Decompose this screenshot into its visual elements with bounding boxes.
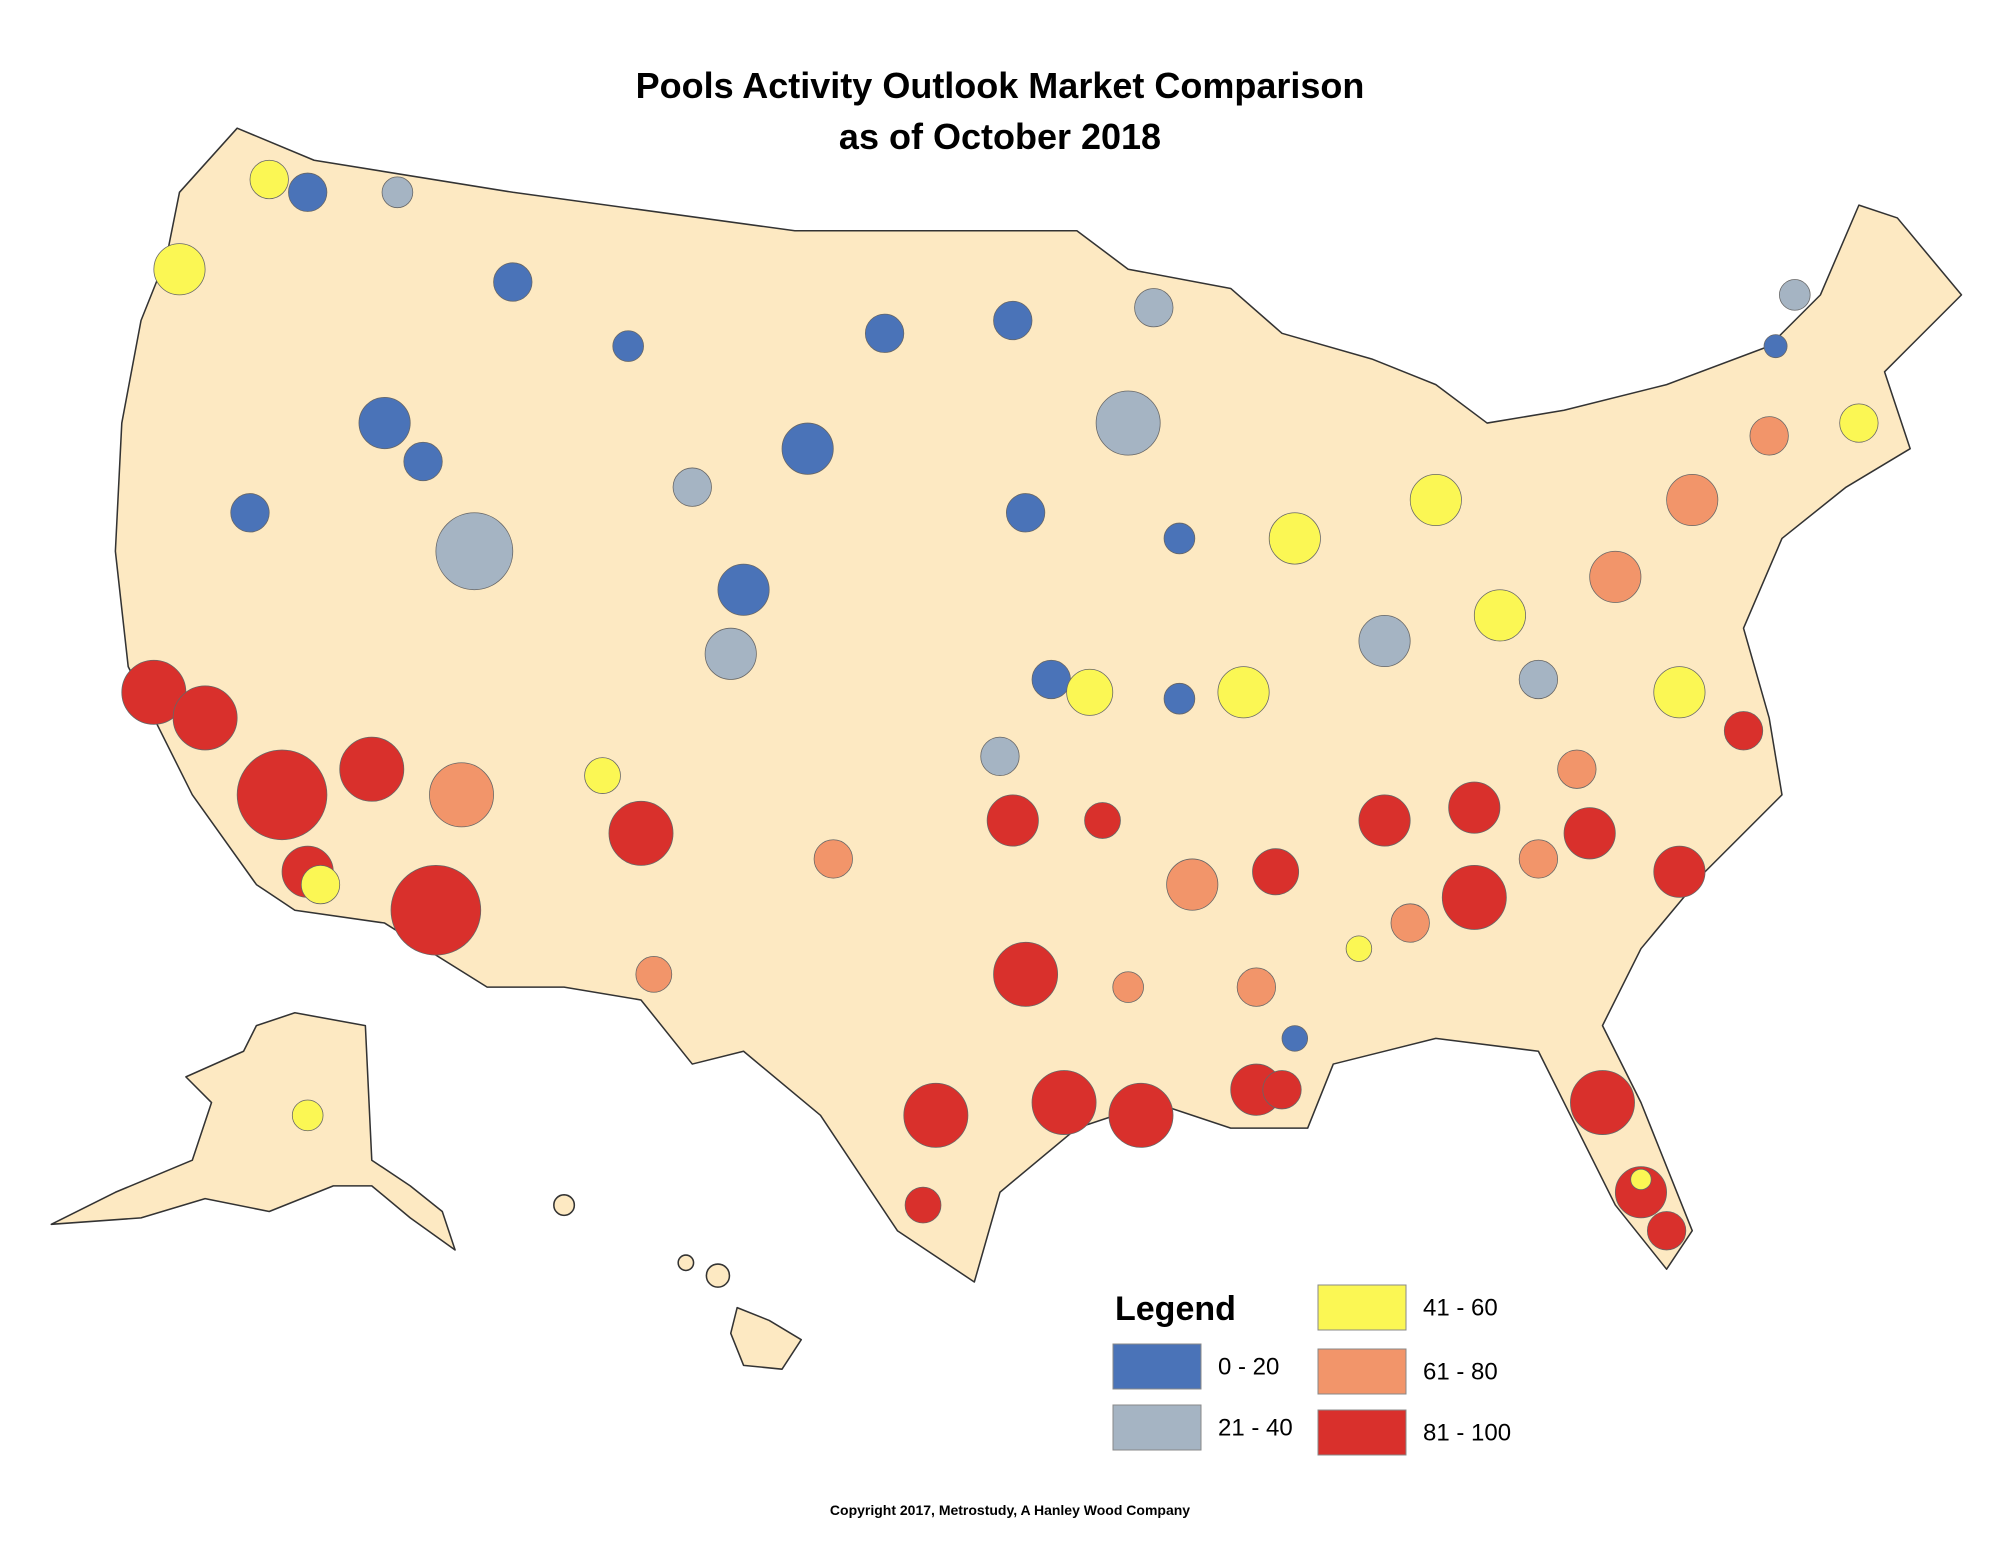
market-area [1666, 473, 1719, 527]
hawaii [729, 1306, 803, 1370]
legend-swatch [1112, 1343, 1202, 1390]
market-area [1589, 550, 1642, 603]
market-area [993, 300, 1033, 341]
market-area [781, 422, 834, 475]
market-area [1095, 390, 1161, 456]
market-area [1163, 682, 1196, 715]
copyright: Copyright 2017, Metrostudy, A Hanley Woo… [830, 1502, 1190, 1518]
market-area [1236, 967, 1276, 1007]
market-area [1441, 864, 1507, 930]
market-area [1570, 1070, 1635, 1135]
legend-swatch [1317, 1409, 1407, 1456]
market-area [904, 1186, 942, 1224]
market-area [672, 467, 712, 507]
legend-title: Legend [1115, 1290, 1236, 1328]
market-area [1134, 288, 1174, 328]
market-area [381, 176, 414, 209]
market-area [1614, 1166, 1667, 1219]
market-area [1066, 668, 1114, 716]
legend-label: 0 - 20 [1218, 1353, 1279, 1380]
market-area [1557, 749, 1597, 789]
market-area [1749, 416, 1789, 456]
market-area [993, 941, 1059, 1007]
market-area [288, 172, 328, 212]
market-area [230, 493, 270, 533]
market-area [1563, 807, 1616, 860]
market-area [813, 839, 853, 879]
market-area [1409, 473, 1462, 527]
hawaii [705, 1263, 731, 1288]
legend-swatch [1317, 1284, 1407, 1331]
market-area [1518, 839, 1559, 879]
market-area [1473, 589, 1526, 642]
market-area [1112, 971, 1144, 1003]
market-area [1723, 711, 1764, 751]
market-area [1653, 845, 1706, 898]
market-area [864, 313, 905, 353]
market-area [1281, 1025, 1309, 1052]
market-area [612, 330, 644, 362]
market-area [1518, 659, 1559, 700]
legend-swatch [1317, 1348, 1407, 1395]
market-area [358, 397, 411, 450]
market-area [704, 627, 757, 680]
market-area [153, 243, 206, 296]
market-area [1031, 1070, 1097, 1135]
market-area [1268, 512, 1321, 565]
market-area [980, 736, 1020, 776]
market-area [986, 794, 1039, 847]
market-area [1252, 848, 1300, 896]
market-area [435, 512, 514, 591]
market-area [635, 955, 673, 993]
legend-label: 21 - 40 [1218, 1414, 1293, 1441]
title-line: as of October 2018 [839, 116, 1161, 157]
market-area [1358, 794, 1411, 847]
market-area [1217, 666, 1270, 719]
market-area [291, 1099, 324, 1132]
market-area [717, 563, 770, 616]
alaska [50, 1012, 456, 1251]
market-area [903, 1082, 969, 1148]
map-area [50, 127, 1963, 1370]
market-area [493, 262, 533, 302]
market-area [1839, 403, 1879, 443]
market-area [1763, 334, 1788, 359]
lower-48 [114, 127, 1963, 1283]
market-area [390, 864, 482, 956]
market-area [249, 159, 289, 200]
market-area [1358, 614, 1411, 668]
market-area [1005, 493, 1046, 533]
market-area [236, 749, 328, 841]
legend-swatch [1112, 1404, 1202, 1451]
market-area [1390, 903, 1430, 943]
market-area [1084, 802, 1121, 839]
market-area [1166, 858, 1219, 911]
legend-label: 61 - 80 [1423, 1358, 1498, 1385]
market-area [1345, 935, 1373, 962]
market-area [403, 441, 443, 482]
legend-label: 81 - 100 [1423, 1419, 1511, 1446]
market-area [608, 800, 674, 866]
market-area [1646, 1211, 1687, 1251]
hawaii [553, 1194, 576, 1217]
market-area [1031, 659, 1071, 700]
market-area [1108, 1082, 1174, 1148]
market-area [339, 736, 405, 802]
hawaii [677, 1254, 695, 1272]
market-area [1653, 666, 1706, 719]
market-area [300, 864, 341, 905]
title-line: Pools Activity Outlook Market Comparison [636, 65, 1365, 106]
market-area [1630, 1168, 1652, 1191]
market-area [1262, 1070, 1302, 1110]
market-area [584, 757, 621, 794]
market-areas [121, 159, 1879, 1251]
market-area [1448, 781, 1501, 834]
market-area [429, 762, 494, 828]
market-area [172, 685, 238, 751]
legend-label: 41 - 60 [1423, 1294, 1498, 1321]
market-area [1779, 279, 1811, 311]
market-area [1163, 522, 1196, 555]
legend: 0 - 20 21 - 40 41 - 60 61 - 80 81 - 100 [1112, 1284, 1511, 1456]
